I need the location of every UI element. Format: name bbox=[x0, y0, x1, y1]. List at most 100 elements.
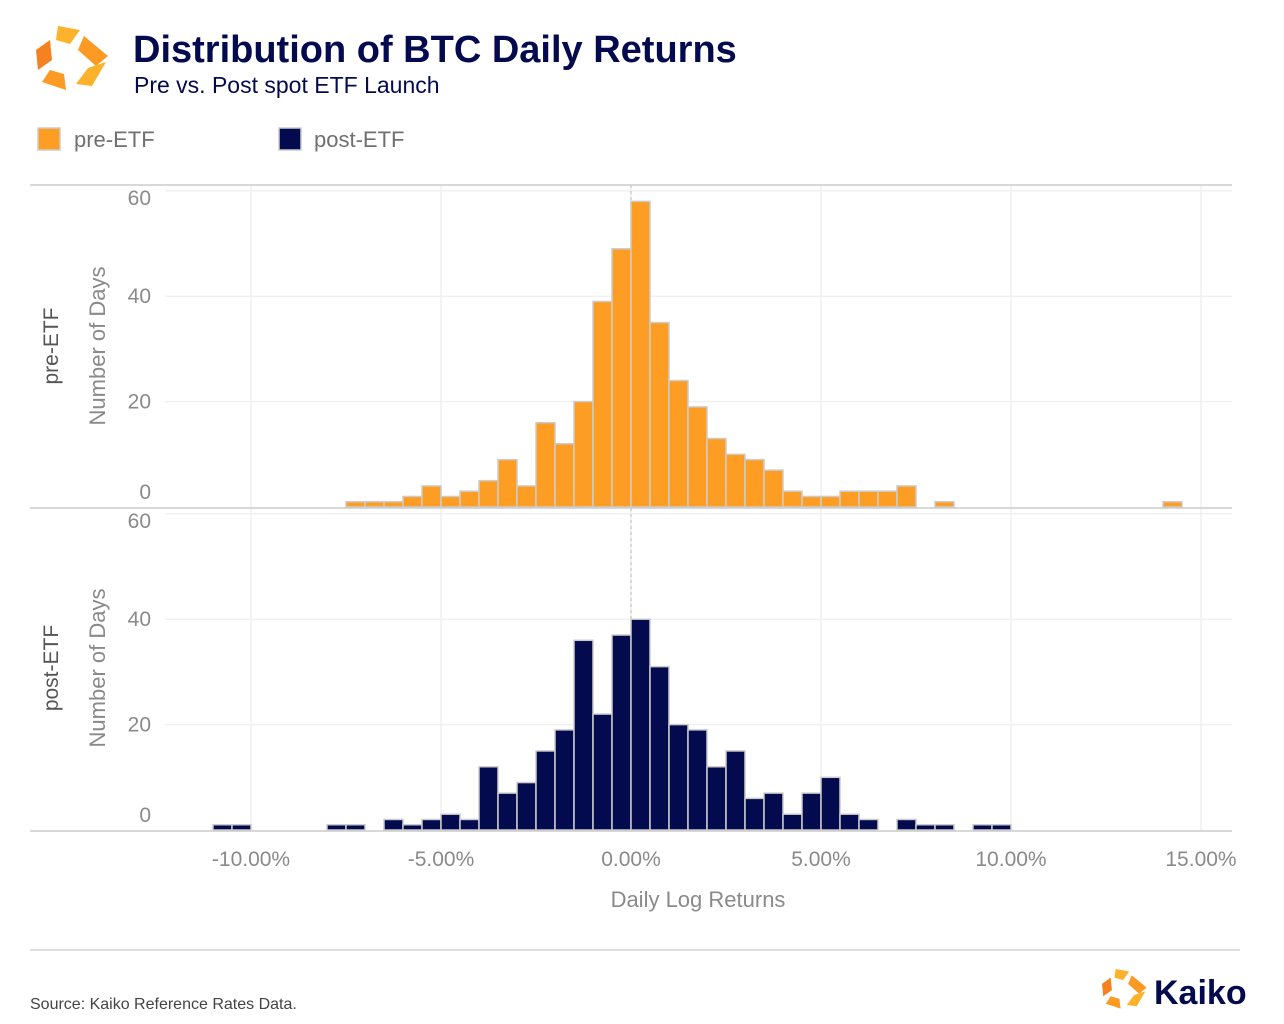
x-tick-label: 0.00% bbox=[601, 848, 661, 871]
histogram-bar-pre-etf bbox=[535, 421, 556, 508]
legend: pre-ETF post-ETF bbox=[37, 127, 404, 152]
histogram-bar-post-etf bbox=[934, 823, 955, 831]
gridlines bbox=[165, 185, 1232, 830]
histogram-bar-post-etf bbox=[383, 818, 404, 831]
source-note: Source: Kaiko Reference Rates Data. bbox=[30, 996, 297, 1013]
legend-swatch-pre-etf bbox=[37, 127, 61, 151]
x-tick-label: 15.00% bbox=[1165, 848, 1236, 871]
y-tick-label: 60 bbox=[128, 510, 151, 533]
facet-label-pre-etf: pre-ETF bbox=[40, 307, 63, 384]
y-tick-label: 20 bbox=[128, 714, 151, 737]
histogram-bar-pre-etf bbox=[1162, 500, 1183, 508]
histogram-bar-post-etf bbox=[725, 750, 746, 831]
chart-title: Distribution of BTC Daily Returns bbox=[133, 29, 737, 71]
legend-label-pre-etf: pre-ETF bbox=[74, 127, 155, 152]
histogram-bar-post-etf bbox=[459, 818, 480, 831]
histogram-bar-pre-etf bbox=[459, 490, 480, 508]
y-tick-label: 60 bbox=[128, 187, 151, 210]
histogram-bar-post-etf bbox=[820, 776, 841, 831]
histogram-bar-post-etf bbox=[687, 729, 708, 831]
histogram-bar-pre-etf bbox=[744, 458, 765, 508]
y-tick-label: 0 bbox=[139, 804, 151, 827]
histogram-bar-pre-etf bbox=[801, 495, 822, 508]
histogram-bar-pre-etf bbox=[668, 379, 689, 508]
histogram-bar-pre-etf bbox=[858, 490, 879, 508]
histogram-bar-pre-etf bbox=[782, 490, 803, 508]
histogram-bar-post-etf bbox=[231, 823, 252, 831]
histogram-bar-post-etf bbox=[497, 792, 518, 831]
legend-swatch-post-etf bbox=[278, 127, 302, 151]
histogram-bar-pre-etf bbox=[839, 490, 860, 508]
x-tick-label: 5.00% bbox=[791, 848, 851, 871]
kaiko-brand-icon bbox=[1102, 969, 1147, 1009]
histogram-bar-post-etf bbox=[478, 766, 499, 831]
histogram-bar-post-etf bbox=[744, 797, 765, 831]
y-tick-label: 20 bbox=[128, 391, 151, 414]
histogram-bar-pre-etf bbox=[649, 321, 670, 508]
x-tick-label: -10.00% bbox=[212, 848, 290, 871]
histogram-bar-pre-etf bbox=[345, 500, 366, 508]
histogram-bar-post-etf bbox=[592, 713, 613, 831]
histogram-bar-post-etf bbox=[972, 823, 993, 831]
histogram-bar-post-etf bbox=[440, 813, 461, 831]
histogram-bar-pre-etf bbox=[554, 443, 575, 508]
histogram-bars bbox=[212, 200, 1183, 831]
brand-wordmark: Kaiko bbox=[1154, 974, 1247, 1012]
histogram-bar-pre-etf bbox=[877, 490, 898, 508]
histogram-bar-pre-etf bbox=[573, 400, 594, 508]
histogram-bar-pre-etf bbox=[592, 300, 613, 508]
histogram-bar-post-etf bbox=[421, 818, 442, 831]
histogram-bar-pre-etf bbox=[725, 453, 746, 508]
histogram-bar-pre-etf bbox=[440, 495, 461, 508]
histogram-bar-pre-etf bbox=[516, 485, 537, 508]
axes: 0 20 40 60 0 20 40 60 -10.00% -5.00% 0.00% 5.00% 10.… bbox=[30, 184, 1237, 871]
histogram-bar-pre-etf bbox=[478, 479, 499, 508]
histogram-bar-post-etf bbox=[991, 823, 1012, 831]
chart-subtitle: Pre vs. Post spot ETF Launch bbox=[134, 72, 440, 98]
facet-label-post-etf: post-ETF bbox=[40, 625, 63, 711]
histogram-bar-post-etf bbox=[630, 618, 651, 831]
histogram-bar-post-etf bbox=[535, 750, 556, 831]
histogram-bar-post-etf bbox=[326, 823, 347, 831]
histogram-bar-pre-etf bbox=[611, 248, 632, 508]
x-axis-title: Daily Log Returns bbox=[611, 887, 786, 912]
histogram-bar-pre-etf bbox=[421, 485, 442, 508]
x-tick-label: 10.00% bbox=[975, 848, 1046, 871]
legend-label-post-etf: post-ETF bbox=[314, 127, 404, 152]
y-axis-title-bottom: Number of Days bbox=[85, 589, 110, 748]
y-tick-label: 40 bbox=[128, 285, 151, 308]
histogram-bar-post-etf bbox=[706, 766, 727, 831]
histogram-bar-pre-etf bbox=[402, 495, 423, 508]
histogram-bar-post-etf bbox=[801, 792, 822, 831]
histogram-bar-post-etf bbox=[516, 781, 537, 831]
histogram-bar-pre-etf bbox=[706, 437, 727, 508]
x-tick-label: -5.00% bbox=[408, 848, 475, 871]
histogram-bar-post-etf bbox=[345, 823, 366, 831]
histogram-bar-pre-etf bbox=[820, 495, 841, 508]
histogram-bar-post-etf bbox=[763, 792, 784, 831]
histogram-bar-post-etf bbox=[896, 818, 917, 831]
histogram-bar-post-etf bbox=[611, 634, 632, 831]
histogram-bar-post-etf bbox=[402, 823, 423, 831]
histogram-bar-post-etf bbox=[212, 823, 233, 831]
histogram-bar-pre-etf bbox=[497, 458, 518, 508]
y-tick-label: 0 bbox=[139, 481, 151, 504]
histogram-bar-pre-etf bbox=[687, 406, 708, 508]
histogram-bar-post-etf bbox=[573, 639, 594, 831]
histogram-bar-pre-etf bbox=[364, 500, 385, 508]
histogram-bar-pre-etf bbox=[934, 500, 955, 508]
histogram-bar-pre-etf bbox=[896, 485, 917, 508]
y-axis-title-top: Number of Days bbox=[85, 267, 110, 426]
histogram-bar-post-etf bbox=[839, 813, 860, 831]
kaiko-logo-icon bbox=[36, 26, 108, 90]
histogram-bar-post-etf bbox=[668, 723, 689, 831]
histogram-bar-pre-etf bbox=[630, 200, 651, 508]
histogram-bar-post-etf bbox=[782, 813, 803, 831]
y-tick-label: 40 bbox=[128, 608, 151, 631]
histogram-bar-post-etf bbox=[858, 818, 879, 831]
histogram-bar-pre-etf bbox=[763, 469, 784, 508]
histogram-bar-pre-etf bbox=[383, 500, 404, 508]
histogram-bar-post-etf bbox=[649, 665, 670, 831]
histogram-bar-post-etf bbox=[915, 823, 936, 831]
